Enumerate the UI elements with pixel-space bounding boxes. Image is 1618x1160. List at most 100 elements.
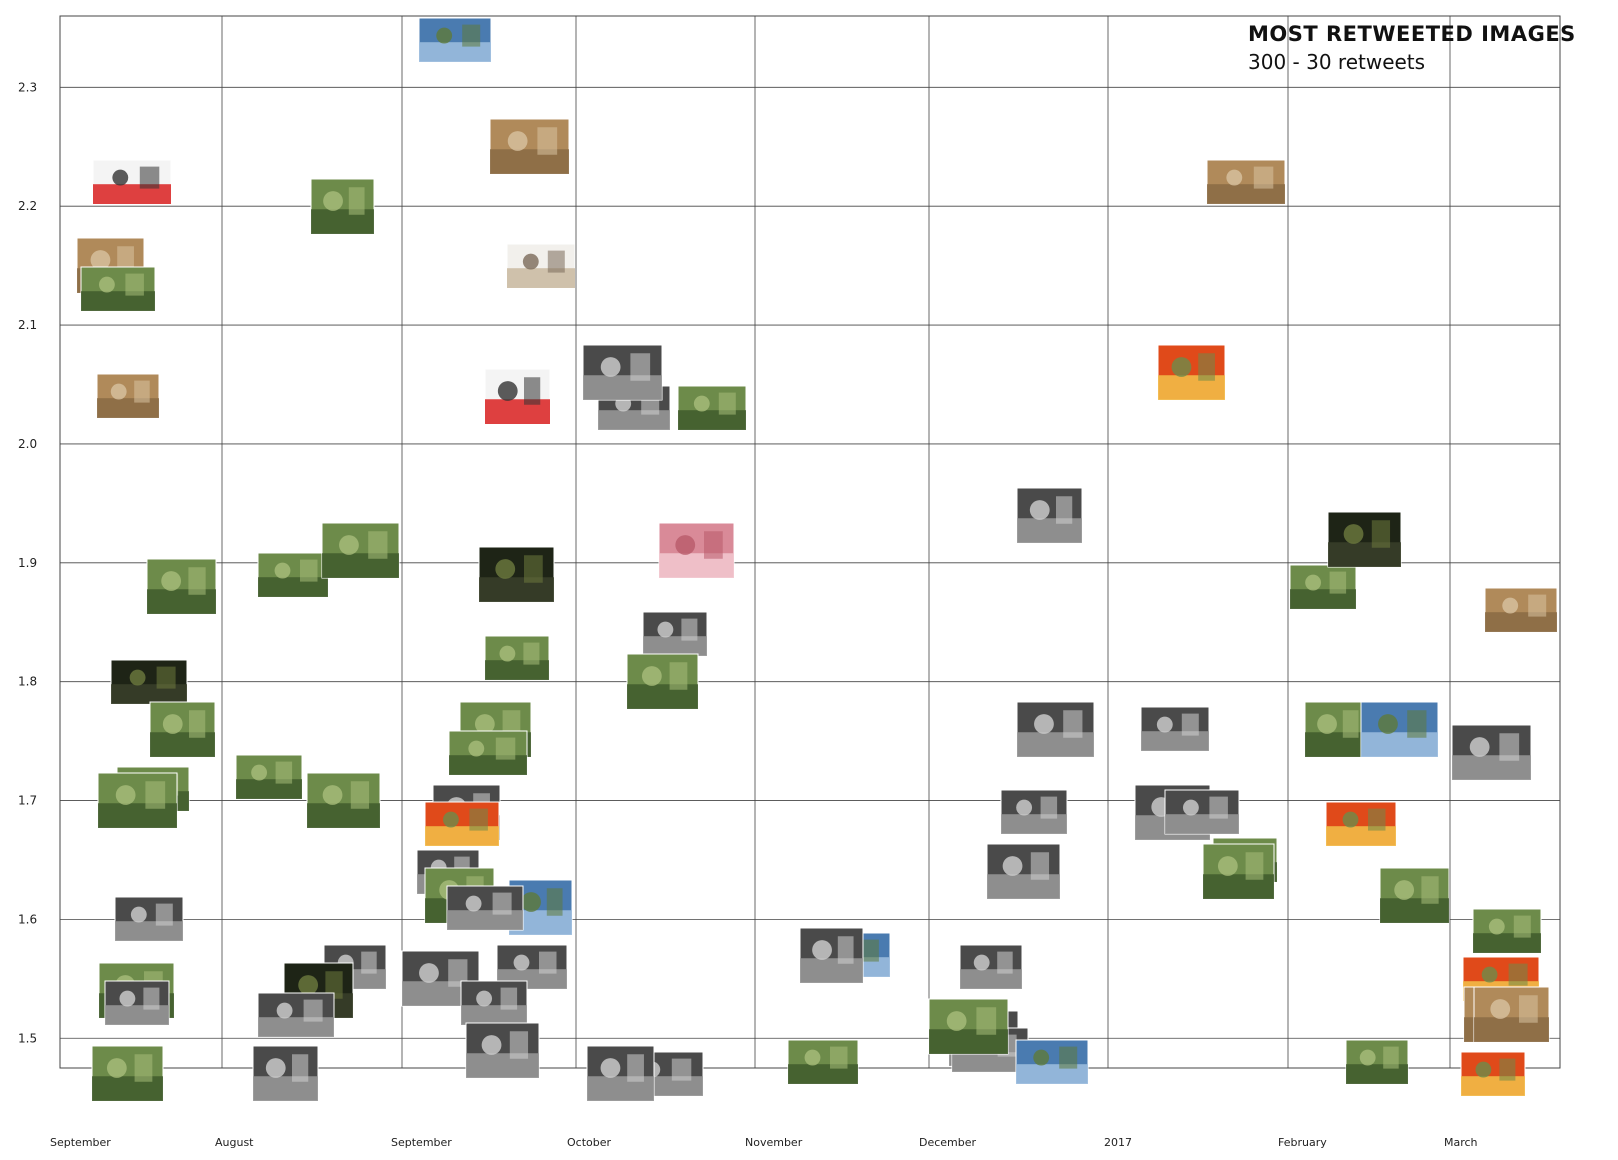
image-thumbnail-point [642,611,708,657]
thumbnail-subject [1182,799,1199,816]
thumbnail-lower-band [490,149,569,174]
thumbnail-subject [339,535,359,555]
thumbnail-lower-band [1326,826,1396,846]
thumbnail-subject [474,714,495,734]
thumbnail-detail [1245,852,1264,880]
thumbnail-lower-band [987,874,1060,899]
thumbnail-subject [1502,597,1519,614]
image-thumbnail-point [1289,564,1357,610]
image-thumbnail-point [1379,867,1450,924]
thumbnail-lower-band [447,910,523,930]
thumbnail-detail [1499,1058,1516,1081]
image-thumbnail-point [96,373,160,419]
thumbnail-subject [521,892,541,912]
x-tick-label: November [745,1136,803,1149]
image-thumbnail-point [1000,789,1068,835]
thumbnail-detail [188,567,206,595]
thumbnail-detail [275,761,293,784]
image-thumbnail-point [582,344,663,401]
thumbnail-detail [1508,963,1528,986]
thumbnail-detail [1329,571,1347,594]
thumbnail-lower-band [678,410,746,430]
thumbnail-lower-band [507,268,575,288]
y-tick-label: 2.1 [18,318,37,332]
image-thumbnail-point [1460,1051,1526,1097]
thumbnail-detail [1368,808,1386,831]
thumbnail-lower-band [449,755,527,775]
thumbnail-subject [322,785,343,805]
thumbnail-detail [1342,710,1359,738]
thumbnail-detail [156,666,176,689]
thumbnail-detail [860,939,879,962]
thumbnail-subject [1029,500,1050,520]
thumbnail-detail [492,892,512,915]
thumbnail-detail [997,951,1013,974]
image-thumbnail-point [252,1045,319,1102]
chart-title: MOST RETWEETED IMAGES [1248,22,1576,46]
thumbnail-detail [1181,713,1199,736]
image-thumbnail-point [1016,701,1095,758]
image-thumbnail-point [1472,908,1542,954]
image-thumbnail-point [460,980,528,1026]
thumbnail-lower-band [1461,1076,1525,1096]
thumbnail-detail [1519,995,1538,1023]
y-tick-label: 1.8 [18,675,37,689]
image-thumbnail-point [1206,159,1286,205]
thumbnail-subject [1226,169,1243,186]
thumbnail-detail [1030,852,1050,880]
image-thumbnail-point [1304,701,1369,758]
thumbnail-lower-band [1290,589,1356,609]
image-thumbnail-point [586,1045,655,1102]
thumbnail-detail [1040,796,1058,819]
thumbnail-subject [946,1011,967,1031]
thumbnail-subject [419,963,439,983]
thumbnail-detail [134,1054,153,1082]
image-thumbnail-point [1164,789,1240,835]
thumbnail-subject [251,764,268,781]
thumbnail-detail [704,531,723,559]
thumbnail-detail [448,959,468,987]
y-tick-label: 1.6 [18,912,37,926]
thumbnail-subject [675,535,696,555]
thumbnail-lower-band [425,826,499,846]
thumbnail-lower-band [461,1005,527,1025]
image-thumbnail-point [257,552,329,598]
thumbnail-detail [303,999,323,1022]
y-tick-label: 2.0 [18,437,37,451]
thumbnail-subject [693,395,710,412]
thumbnail-detail [1371,520,1391,548]
y-tick-label: 2.2 [18,199,37,213]
thumbnail-lower-band [1165,814,1239,834]
image-thumbnail-point [97,772,178,829]
image-thumbnail-point [928,998,1009,1055]
image-thumbnail-point [91,1045,164,1102]
thumbnail-detail [1059,1046,1078,1069]
thumbnail-detail [524,555,543,583]
thumbnail-subject [1490,999,1511,1019]
y-tick-label: 1.9 [18,556,37,570]
thumbnail-detail [1198,353,1215,381]
image-thumbnail-point [110,659,188,705]
thumbnail-lower-band [952,1052,1028,1072]
image-thumbnail-point [321,522,400,579]
thumbnail-subject [1359,1049,1376,1066]
thumbnail-lower-band [1001,814,1067,834]
thumbnail-subject [1488,918,1505,935]
thumbnail-lower-band [485,660,549,680]
thumbnail-detail [976,1007,997,1035]
thumbnail-subject [112,169,129,186]
thumbnail-detail [718,392,736,415]
image-thumbnail-point [1325,801,1397,847]
x-tick-label: August [215,1136,254,1149]
thumbnail-detail [537,127,558,155]
thumbnail-detail [830,1046,848,1069]
thumbnail-subject [1033,1049,1050,1066]
thumbnail-subject [1469,737,1490,757]
thumbnail-lower-band [111,684,187,704]
image-thumbnail-point [506,243,576,289]
thumbnail-lower-band [1346,1064,1408,1084]
thumbnail-detail [627,1054,644,1082]
thumbnail-detail [125,273,144,296]
thumbnail-detail [837,936,854,964]
